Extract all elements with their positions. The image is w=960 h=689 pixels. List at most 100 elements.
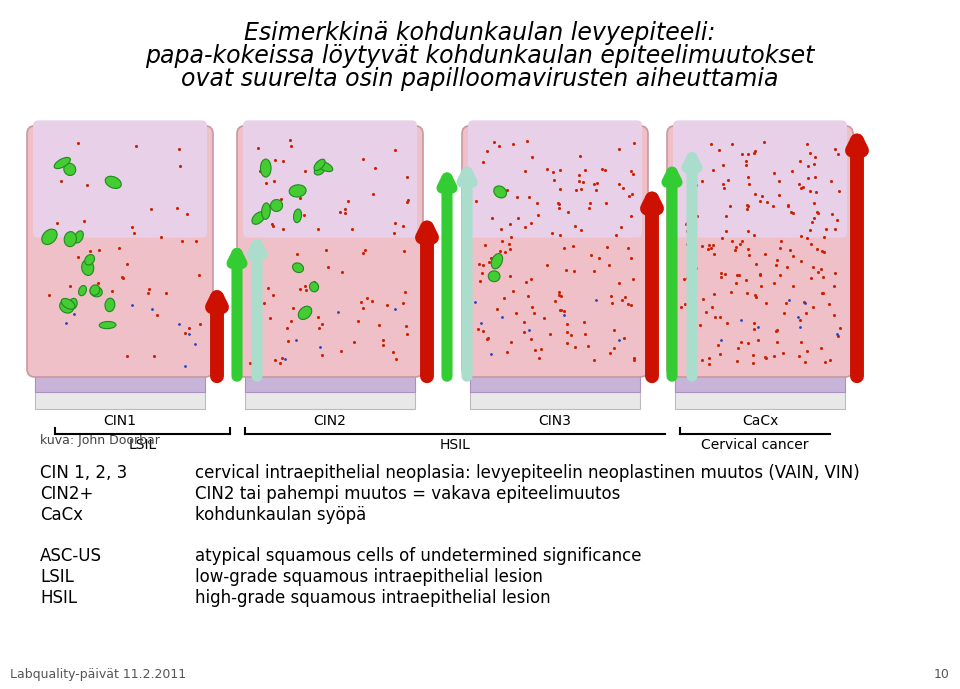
Point — [817, 356, 832, 367]
Point — [178, 361, 193, 372]
Point — [559, 327, 574, 338]
Point — [720, 174, 735, 185]
Point — [806, 158, 822, 169]
Point — [765, 201, 780, 212]
Point — [746, 147, 761, 158]
Point — [778, 298, 793, 309]
Point — [807, 172, 823, 183]
Point — [627, 354, 642, 365]
Ellipse shape — [317, 161, 333, 172]
Point — [800, 346, 815, 357]
Point — [499, 347, 515, 358]
Point — [559, 264, 574, 275]
Point — [780, 199, 796, 210]
Point — [143, 204, 158, 215]
Point — [173, 161, 188, 172]
Point — [501, 238, 516, 249]
Text: CIN2 tai pahempi muutos = vakava epiteelimuutos: CIN2 tai pahempi muutos = vakava epiteel… — [195, 485, 620, 503]
Point — [804, 216, 820, 227]
Point — [612, 278, 627, 289]
Point — [829, 329, 845, 340]
Point — [740, 244, 756, 255]
Point — [680, 217, 695, 228]
Point — [738, 274, 754, 285]
Point — [809, 207, 825, 218]
Point — [751, 334, 766, 345]
Point — [801, 161, 816, 172]
Point — [717, 268, 732, 279]
Point — [310, 223, 325, 234]
Point — [552, 305, 567, 316]
Point — [375, 334, 391, 345]
Ellipse shape — [289, 185, 306, 197]
Point — [468, 296, 483, 307]
FancyBboxPatch shape — [673, 121, 847, 238]
Point — [521, 192, 537, 203]
Point — [521, 325, 537, 336]
Point — [388, 218, 403, 229]
Ellipse shape — [260, 159, 271, 177]
Point — [368, 162, 383, 173]
Point — [573, 183, 588, 194]
Point — [791, 351, 806, 362]
Point — [767, 350, 782, 361]
Point — [288, 335, 303, 346]
Point — [587, 355, 602, 366]
Text: HSIL: HSIL — [40, 589, 77, 607]
Point — [828, 268, 843, 279]
Point — [275, 352, 290, 363]
Point — [589, 177, 605, 188]
Point — [684, 349, 700, 360]
Point — [144, 304, 159, 315]
Point — [563, 329, 578, 340]
Point — [830, 148, 846, 159]
Point — [703, 138, 718, 150]
Point — [581, 202, 596, 213]
Point — [740, 149, 756, 160]
Point — [624, 253, 639, 264]
Point — [41, 289, 57, 300]
Point — [702, 358, 717, 369]
Point — [473, 318, 489, 329]
Point — [399, 172, 415, 183]
Ellipse shape — [64, 232, 77, 247]
Point — [484, 213, 499, 224]
Point — [681, 245, 696, 256]
Point — [818, 223, 833, 234]
Point — [181, 322, 197, 333]
Point — [587, 179, 602, 190]
Point — [795, 181, 810, 192]
Point — [739, 203, 755, 214]
Point — [574, 225, 589, 236]
Point — [566, 266, 582, 277]
Point — [713, 267, 729, 278]
Text: CIN 1, 2, 3: CIN 1, 2, 3 — [40, 464, 128, 482]
Text: high-grade squamous intraepithelial lesion: high-grade squamous intraepithelial lesi… — [195, 589, 551, 607]
Point — [310, 312, 325, 323]
Point — [758, 353, 774, 364]
Point — [803, 225, 818, 236]
Ellipse shape — [74, 231, 84, 243]
Point — [268, 154, 283, 165]
Point — [694, 240, 709, 251]
Point — [567, 220, 583, 232]
Point — [560, 318, 575, 329]
Point — [713, 271, 729, 282]
Text: LSIL: LSIL — [40, 568, 74, 586]
Point — [679, 219, 694, 230]
Point — [759, 197, 775, 208]
Point — [490, 304, 505, 315]
Point — [399, 196, 415, 207]
Point — [794, 337, 809, 348]
Point — [517, 222, 533, 233]
Point — [192, 269, 207, 280]
Point — [188, 236, 204, 247]
Point — [584, 250, 599, 261]
Bar — [245, 364, 415, 392]
Point — [516, 316, 532, 327]
Point — [289, 248, 304, 259]
Point — [396, 245, 412, 256]
Point — [731, 342, 746, 353]
Point — [266, 175, 281, 186]
Point — [718, 225, 733, 236]
